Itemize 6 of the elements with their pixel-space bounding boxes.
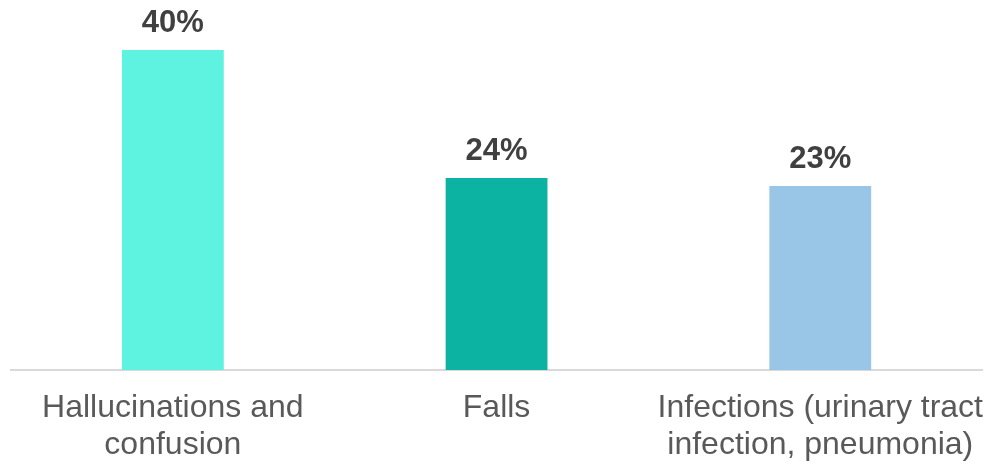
data-label: 40% [141, 4, 204, 39]
x-tick-label: Hallucinations and confusion [42, 388, 304, 462]
data-label: 24% [465, 132, 528, 167]
data-label: 23% [789, 140, 852, 175]
x-tick-label: Infections (urinary tract infection, pneumonia) [657, 388, 984, 462]
x-tick-label: Falls [462, 388, 531, 425]
